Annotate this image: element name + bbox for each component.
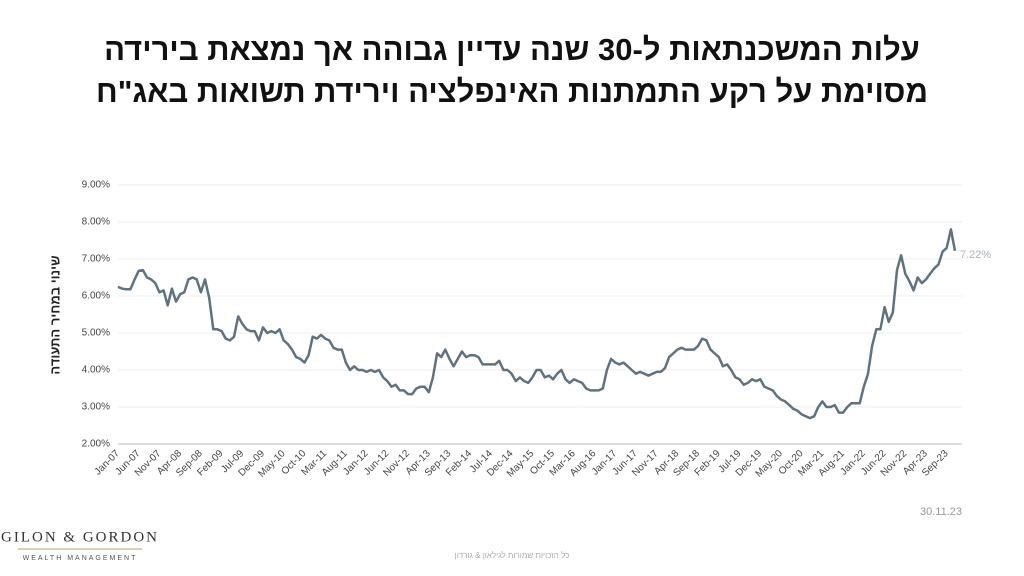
y-tick-label: 2.00%	[82, 439, 110, 450]
y-tick-label: 5.00%	[82, 328, 110, 339]
date-note: 30.11.23	[920, 506, 962, 518]
title-line: עלות המשכנתאות ל-30 שנה עדיין גבוהה אך נ…	[104, 32, 920, 67]
y-tick-label: 8.00%	[82, 217, 110, 228]
logo-tagline: WEALTH MANAGEMENT	[23, 555, 138, 562]
y-tick-label: 4.00%	[82, 365, 110, 376]
footer: כל הזכויות שמורות לגילאון & גורדון	[455, 551, 570, 560]
y-tick-label: 3.00%	[82, 402, 110, 413]
y-tick-label: 7.00%	[82, 254, 110, 265]
title-line: מסוימת על רקע התמתנות האינפלציה וירידת ת…	[96, 74, 928, 109]
value-label: 7.22%	[960, 249, 991, 261]
y-tick-label: 6.00%	[82, 291, 110, 302]
y-axis-label: שינוי במחיר התעודה	[47, 255, 62, 374]
y-tick-label: 9.00%	[82, 180, 110, 191]
logo-name: GILON & GORDON	[1, 529, 159, 545]
line-series	[117, 228, 957, 420]
